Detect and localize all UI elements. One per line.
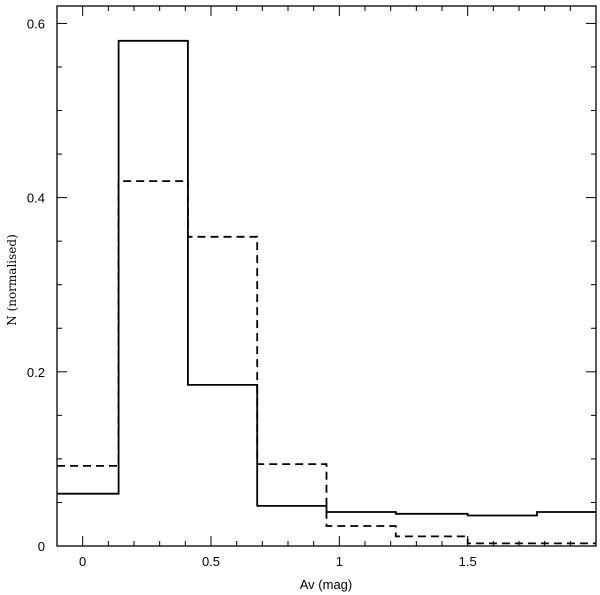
x-axis-label: Av (mag) [300,577,353,592]
x-tick-label: 1.5 [459,554,477,569]
y-tick-label: 0 [38,539,45,554]
series-layer [57,39,596,545]
x-tick-label: 0 [79,554,86,569]
plot-frame [56,5,597,547]
y-axis: 0 0.2 0.4 0.6 [27,16,596,554]
y-axis-label: N (normalised) [5,234,19,326]
dashed-series-line [57,180,596,545]
x-axis: 0 0.5 1 1.5 [56,6,571,569]
x-tick-label: 1 [336,554,343,569]
plot-frame-group [56,5,597,547]
y-tick-label: 0.2 [27,365,45,380]
solid-series-line [57,39,596,517]
y-tick-label: 0.4 [27,191,45,206]
y-tick-label: 0.6 [27,16,45,31]
x-tick-label: 0.5 [202,554,220,569]
